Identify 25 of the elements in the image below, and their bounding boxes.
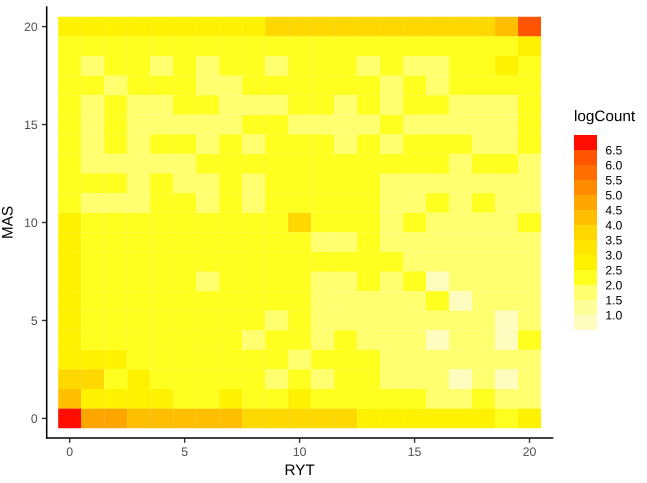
- color-bar-title: logCount: [575, 110, 636, 124]
- y-tick-label: 15: [25, 120, 38, 130]
- x-tick-label: 20: [523, 447, 536, 456]
- y-tick-label: 5: [31, 316, 38, 326]
- color-bar-label: 1.0: [606, 310, 622, 320]
- y-tick-label: 0: [31, 414, 38, 423]
- color-bar-label: 3.5: [606, 236, 622, 245]
- color-bar-label: 1.5: [606, 296, 622, 305]
- x-tick-label: 15: [408, 447, 421, 456]
- y-tick-label: 10: [25, 218, 38, 228]
- color-bar-label: 6.5: [606, 146, 622, 155]
- color-bar-label: 4.5: [606, 206, 622, 215]
- x-tick-label: 10: [294, 447, 306, 456]
- x-tick-label: 0: [66, 447, 73, 456]
- color-bar-label: 2.0: [606, 280, 622, 290]
- x-tick-label: 5: [182, 447, 188, 456]
- y-tick-label: 20: [24, 22, 38, 32]
- color-bar-label: 2.5: [606, 266, 622, 275]
- x-axis-title: RYT: [286, 464, 314, 476]
- color-bar-label: 3.0: [606, 250, 622, 260]
- y-axis-title: MAS: [2, 206, 13, 238]
- color-bar-label: 4.0: [606, 220, 622, 230]
- color-bar-label: 5.5: [606, 176, 622, 185]
- color-bar-label: 5.0: [606, 190, 622, 200]
- color-bar-label: 6.0: [606, 160, 622, 170]
